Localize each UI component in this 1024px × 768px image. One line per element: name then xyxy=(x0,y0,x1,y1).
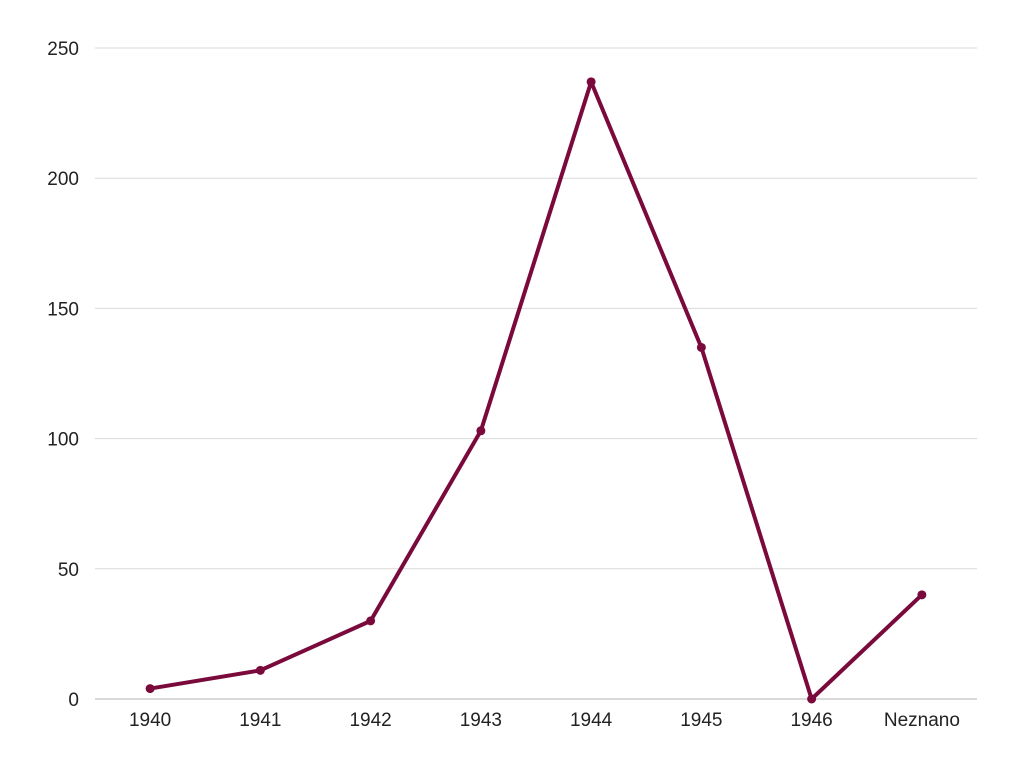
data-point xyxy=(586,77,596,87)
x-tick-label: 1940 xyxy=(129,710,171,731)
data-point xyxy=(145,684,155,694)
data-point xyxy=(366,616,376,626)
series-line xyxy=(148,79,924,701)
y-tick-label: 100 xyxy=(47,430,79,451)
y-tick-label: 200 xyxy=(47,169,79,190)
x-tick-label: 1944 xyxy=(570,710,613,731)
data-point xyxy=(917,590,927,600)
y-tick-label: 0 xyxy=(68,690,79,711)
x-tick-label: 1946 xyxy=(790,710,832,731)
gridlines xyxy=(95,47,977,570)
x-tick-label: 1943 xyxy=(460,710,502,731)
data-point xyxy=(696,342,706,352)
x-tick-label: 1941 xyxy=(239,710,281,731)
series-group xyxy=(145,77,927,704)
x-tick-label: 1945 xyxy=(680,710,722,731)
y-axis-ticks: 0 50 100 150 200 250 xyxy=(47,39,79,711)
y-tick-label: 150 xyxy=(47,299,79,320)
y-tick-label: 250 xyxy=(47,39,79,60)
data-point xyxy=(255,665,265,675)
x-tick-label: 1942 xyxy=(349,710,391,731)
x-axis-ticks: 1940 1941 1942 1943 1944 1945 1946 Neznano xyxy=(129,710,960,731)
data-point xyxy=(807,694,817,704)
y-tick-label: 50 xyxy=(58,560,79,581)
x-tick-label: Neznano xyxy=(884,710,960,731)
data-point xyxy=(476,426,486,436)
